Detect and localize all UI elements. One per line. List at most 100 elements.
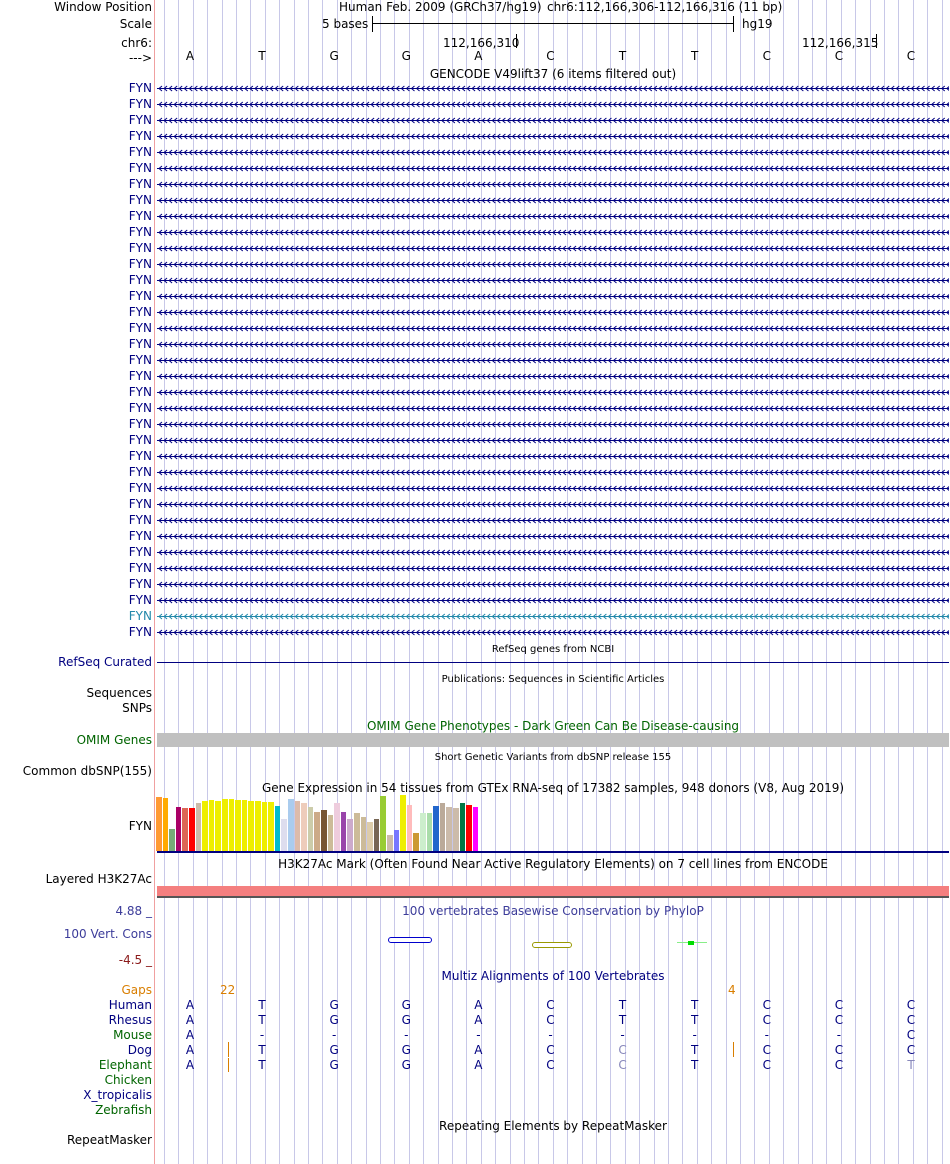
gencode-transcript[interactable] xyxy=(156,228,949,237)
gencode-gene-label[interactable]: FYN xyxy=(128,209,152,223)
gencode-gene-label[interactable]: FYN xyxy=(128,625,152,639)
gtex-tissue-bar[interactable] xyxy=(202,801,208,851)
gtex-tissue-bar[interactable] xyxy=(314,812,320,851)
gencode-transcript[interactable] xyxy=(156,596,949,605)
species-label[interactable]: X_tropicalis xyxy=(83,1088,152,1102)
gencode-transcript[interactable] xyxy=(156,372,949,381)
gencode-transcript[interactable] xyxy=(156,468,949,477)
gencode-gene-label[interactable]: FYN xyxy=(128,609,152,623)
gtex-tissue-bar[interactable] xyxy=(261,802,268,851)
gencode-gene-label[interactable]: FYN xyxy=(128,337,152,351)
gtex-track-title[interactable]: Gene Expression in 54 tissues from GTEx … xyxy=(261,781,845,795)
gtex-tissue-bar[interactable] xyxy=(215,801,221,851)
gencode-transcript[interactable] xyxy=(156,324,949,333)
species-label[interactable]: Dog xyxy=(127,1043,152,1057)
gencode-gene-label[interactable]: FYN xyxy=(128,385,152,399)
gencode-transcript[interactable] xyxy=(156,164,949,173)
gtex-tissue-bar[interactable] xyxy=(373,819,380,851)
gencode-transcript[interactable] xyxy=(156,484,949,493)
gencode-transcript[interactable] xyxy=(156,628,949,637)
gtex-tissue-bar[interactable] xyxy=(189,808,195,851)
gencode-gene-label[interactable]: FYN xyxy=(128,593,152,607)
gtex-tissue-bar[interactable] xyxy=(459,803,466,851)
species-label[interactable]: Zebrafish xyxy=(95,1103,152,1117)
gencode-transcript[interactable] xyxy=(156,340,949,349)
refseq-label[interactable]: RefSeq Curated xyxy=(58,655,152,669)
gtex-tissue-bar[interactable] xyxy=(294,801,301,851)
gencode-transcript[interactable] xyxy=(156,452,949,461)
gencode-gene-label[interactable]: FYN xyxy=(128,145,152,159)
gtex-tissue-bar[interactable] xyxy=(426,813,433,851)
gencode-gene-label[interactable]: FYN xyxy=(128,369,152,383)
h3k27ac-label[interactable]: Layered H3K27Ac xyxy=(45,872,152,886)
gencode-gene-label[interactable]: FYN xyxy=(128,241,152,255)
gencode-gene-label[interactable]: FYN xyxy=(128,321,152,335)
gtex-tissue-bar[interactable] xyxy=(420,813,426,851)
gencode-gene-label[interactable]: FYN xyxy=(128,561,152,575)
gencode-transcript[interactable] xyxy=(156,100,949,109)
gencode-gene-label[interactable]: FYN xyxy=(128,481,152,495)
gencode-transcript[interactable] xyxy=(156,388,949,397)
phylop-label[interactable]: 100 Vert. Cons xyxy=(63,927,152,941)
gtex-tissue-bar[interactable] xyxy=(393,830,400,851)
publications-track-title[interactable]: Publications: Sequences in Scientific Ar… xyxy=(441,674,665,685)
gtex-tissue-bar[interactable] xyxy=(354,813,360,851)
gencode-transcript[interactable] xyxy=(156,532,949,541)
gtex-tissue-bar[interactable] xyxy=(235,800,241,851)
gtex-tissue-bar[interactable] xyxy=(406,805,413,851)
gtex-tissue-bar[interactable] xyxy=(175,807,182,851)
gencode-transcript[interactable] xyxy=(156,84,949,93)
species-label[interactable]: Chicken xyxy=(104,1073,152,1087)
gencode-transcript[interactable] xyxy=(156,420,949,429)
gtex-tissue-bar[interactable] xyxy=(439,803,446,851)
gtex-tissue-bar[interactable] xyxy=(360,817,367,851)
gencode-transcript[interactable] xyxy=(156,564,949,573)
gencode-transcript[interactable] xyxy=(156,580,949,589)
gtex-tissue-bar[interactable] xyxy=(162,798,169,851)
gencode-transcript[interactable] xyxy=(156,436,949,445)
gencode-gene-label[interactable]: FYN xyxy=(128,97,152,111)
species-label[interactable]: Elephant xyxy=(98,1058,152,1072)
gtex-tissue-bar[interactable] xyxy=(301,803,307,851)
gencode-gene-label[interactable]: FYN xyxy=(128,497,152,511)
phylop-track-title[interactable]: 100 vertebrates Basewise Conservation by… xyxy=(402,904,704,918)
dbsnp-label[interactable]: Common dbSNP(155) xyxy=(22,764,152,778)
phylop-segment-blue[interactable] xyxy=(388,937,432,943)
gencode-transcript[interactable] xyxy=(156,196,949,205)
species-label[interactable]: Human xyxy=(108,998,152,1012)
gtex-tissue-bar[interactable] xyxy=(228,799,235,851)
gtex-tissue-bar[interactable] xyxy=(400,795,406,851)
strand-arrow-label[interactable]: ---> xyxy=(128,51,152,65)
gencode-gene-label[interactable]: FYN xyxy=(128,305,152,319)
gencode-transcript[interactable] xyxy=(156,276,949,285)
gencode-gene-label[interactable]: FYN xyxy=(128,513,152,527)
gtex-tissue-bar[interactable] xyxy=(255,801,261,851)
gencode-transcript[interactable] xyxy=(156,548,949,557)
gtex-tissue-bar[interactable] xyxy=(182,808,188,851)
gtex-tissue-bar[interactable] xyxy=(413,833,419,851)
gencode-gene-label[interactable]: FYN xyxy=(128,433,152,447)
gencode-gene-label[interactable]: FYN xyxy=(128,465,152,479)
gtex-tissue-bar[interactable] xyxy=(433,806,439,851)
gencode-gene-label[interactable]: FYN xyxy=(128,273,152,287)
gtex-tissue-bar[interactable] xyxy=(288,799,294,851)
gencode-transcript[interactable] xyxy=(156,308,949,317)
publications-sequences-label[interactable]: Sequences xyxy=(86,686,152,700)
gencode-gene-label[interactable]: FYN xyxy=(128,401,152,415)
gencode-transcript[interactable] xyxy=(156,516,949,525)
gencode-gene-label[interactable]: FYN xyxy=(128,577,152,591)
gtex-tissue-bar[interactable] xyxy=(340,812,347,851)
gtex-tissue-bar[interactable] xyxy=(334,803,340,851)
gtex-tissue-bar[interactable] xyxy=(453,808,459,851)
h3k27ac-track-title[interactable]: H3K27Ac Mark (Often Found Near Active Re… xyxy=(278,857,828,871)
gtex-tissue-bar[interactable] xyxy=(281,819,287,851)
gencode-transcript[interactable] xyxy=(156,612,949,621)
gencode-gene-label[interactable]: FYN xyxy=(128,449,152,463)
gtex-tissue-bar[interactable] xyxy=(248,801,254,851)
gencode-gene-label[interactable]: FYN xyxy=(128,417,152,431)
gencode-gene-label[interactable]: FYN xyxy=(128,545,152,559)
gtex-tissue-bar[interactable] xyxy=(222,799,228,851)
gencode-gene-label[interactable]: FYN xyxy=(128,129,152,143)
gtex-tissue-bar[interactable] xyxy=(347,819,353,851)
gtex-tissue-bar[interactable] xyxy=(156,797,162,851)
